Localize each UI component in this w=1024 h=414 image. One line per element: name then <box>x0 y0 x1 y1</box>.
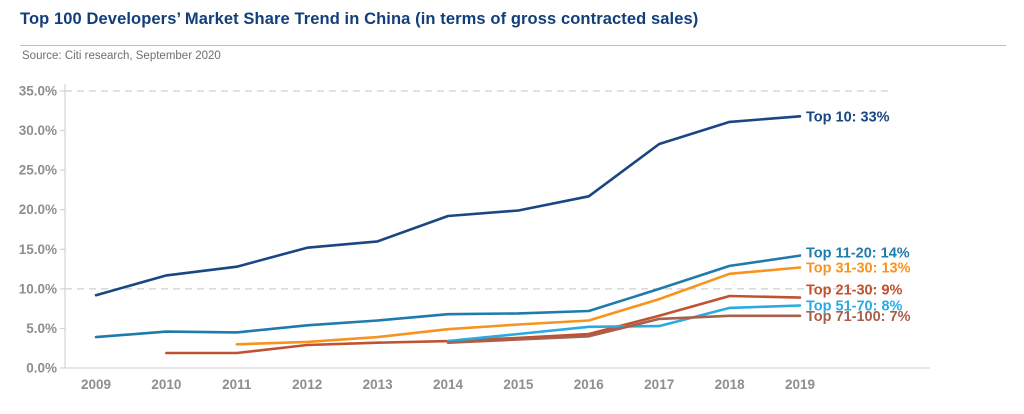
source-note: Source: Citi research, September 2020 <box>22 50 221 62</box>
x-tick-label: 2015 <box>503 377 534 392</box>
series-line-top-11-20 <box>94 254 802 339</box>
y-tick-label: 10.0% <box>19 281 57 296</box>
x-tick-label: 2012 <box>292 377 322 392</box>
series-end-label-top-10: Top 10: 33% <box>806 109 890 125</box>
chart-title: Top 100 Developers’ Market Share Trend i… <box>20 10 699 28</box>
y-tick-label: 25.0% <box>19 163 57 178</box>
title-divider <box>20 45 1006 46</box>
x-tick-label: 2011 <box>222 377 252 392</box>
x-tick-label: 2009 <box>81 377 111 392</box>
x-tick-label: 2014 <box>433 377 464 392</box>
x-tick-label: 2018 <box>715 377 746 392</box>
series-end-label-top-11-20: Top 11-20: 14% <box>806 246 910 262</box>
y-tick-label: 30.0% <box>19 123 57 138</box>
y-tick-label: 20.0% <box>19 202 57 217</box>
series-line-top-21-30 <box>165 294 802 355</box>
y-tick-label: 0.0% <box>26 361 57 376</box>
series-end-label-top-21-30: Top 21-30: 9% <box>806 283 903 299</box>
series-end-label-top-51-70: Top 51-70: 8% <box>806 298 903 314</box>
y-tick-label: 15.0% <box>19 242 57 257</box>
x-tick-label: 2013 <box>363 377 394 392</box>
series-line-top-10 <box>94 115 802 297</box>
x-tick-label: 2016 <box>574 377 605 392</box>
y-tick-label: 5.0% <box>26 321 57 336</box>
series-line-top-31-50 <box>235 266 802 346</box>
x-tick-label: 2017 <box>644 377 674 392</box>
x-tick-label: 2019 <box>785 377 815 392</box>
series-end-label-top-31-50: Top 31-30: 13% <box>806 260 911 276</box>
y-tick-label: 35.0% <box>19 84 57 99</box>
x-tick-label: 2010 <box>151 377 181 392</box>
series-line-top-71-100 <box>446 314 802 344</box>
series-end-label-top-71-100: Top 71-100: 7% <box>806 309 911 325</box>
